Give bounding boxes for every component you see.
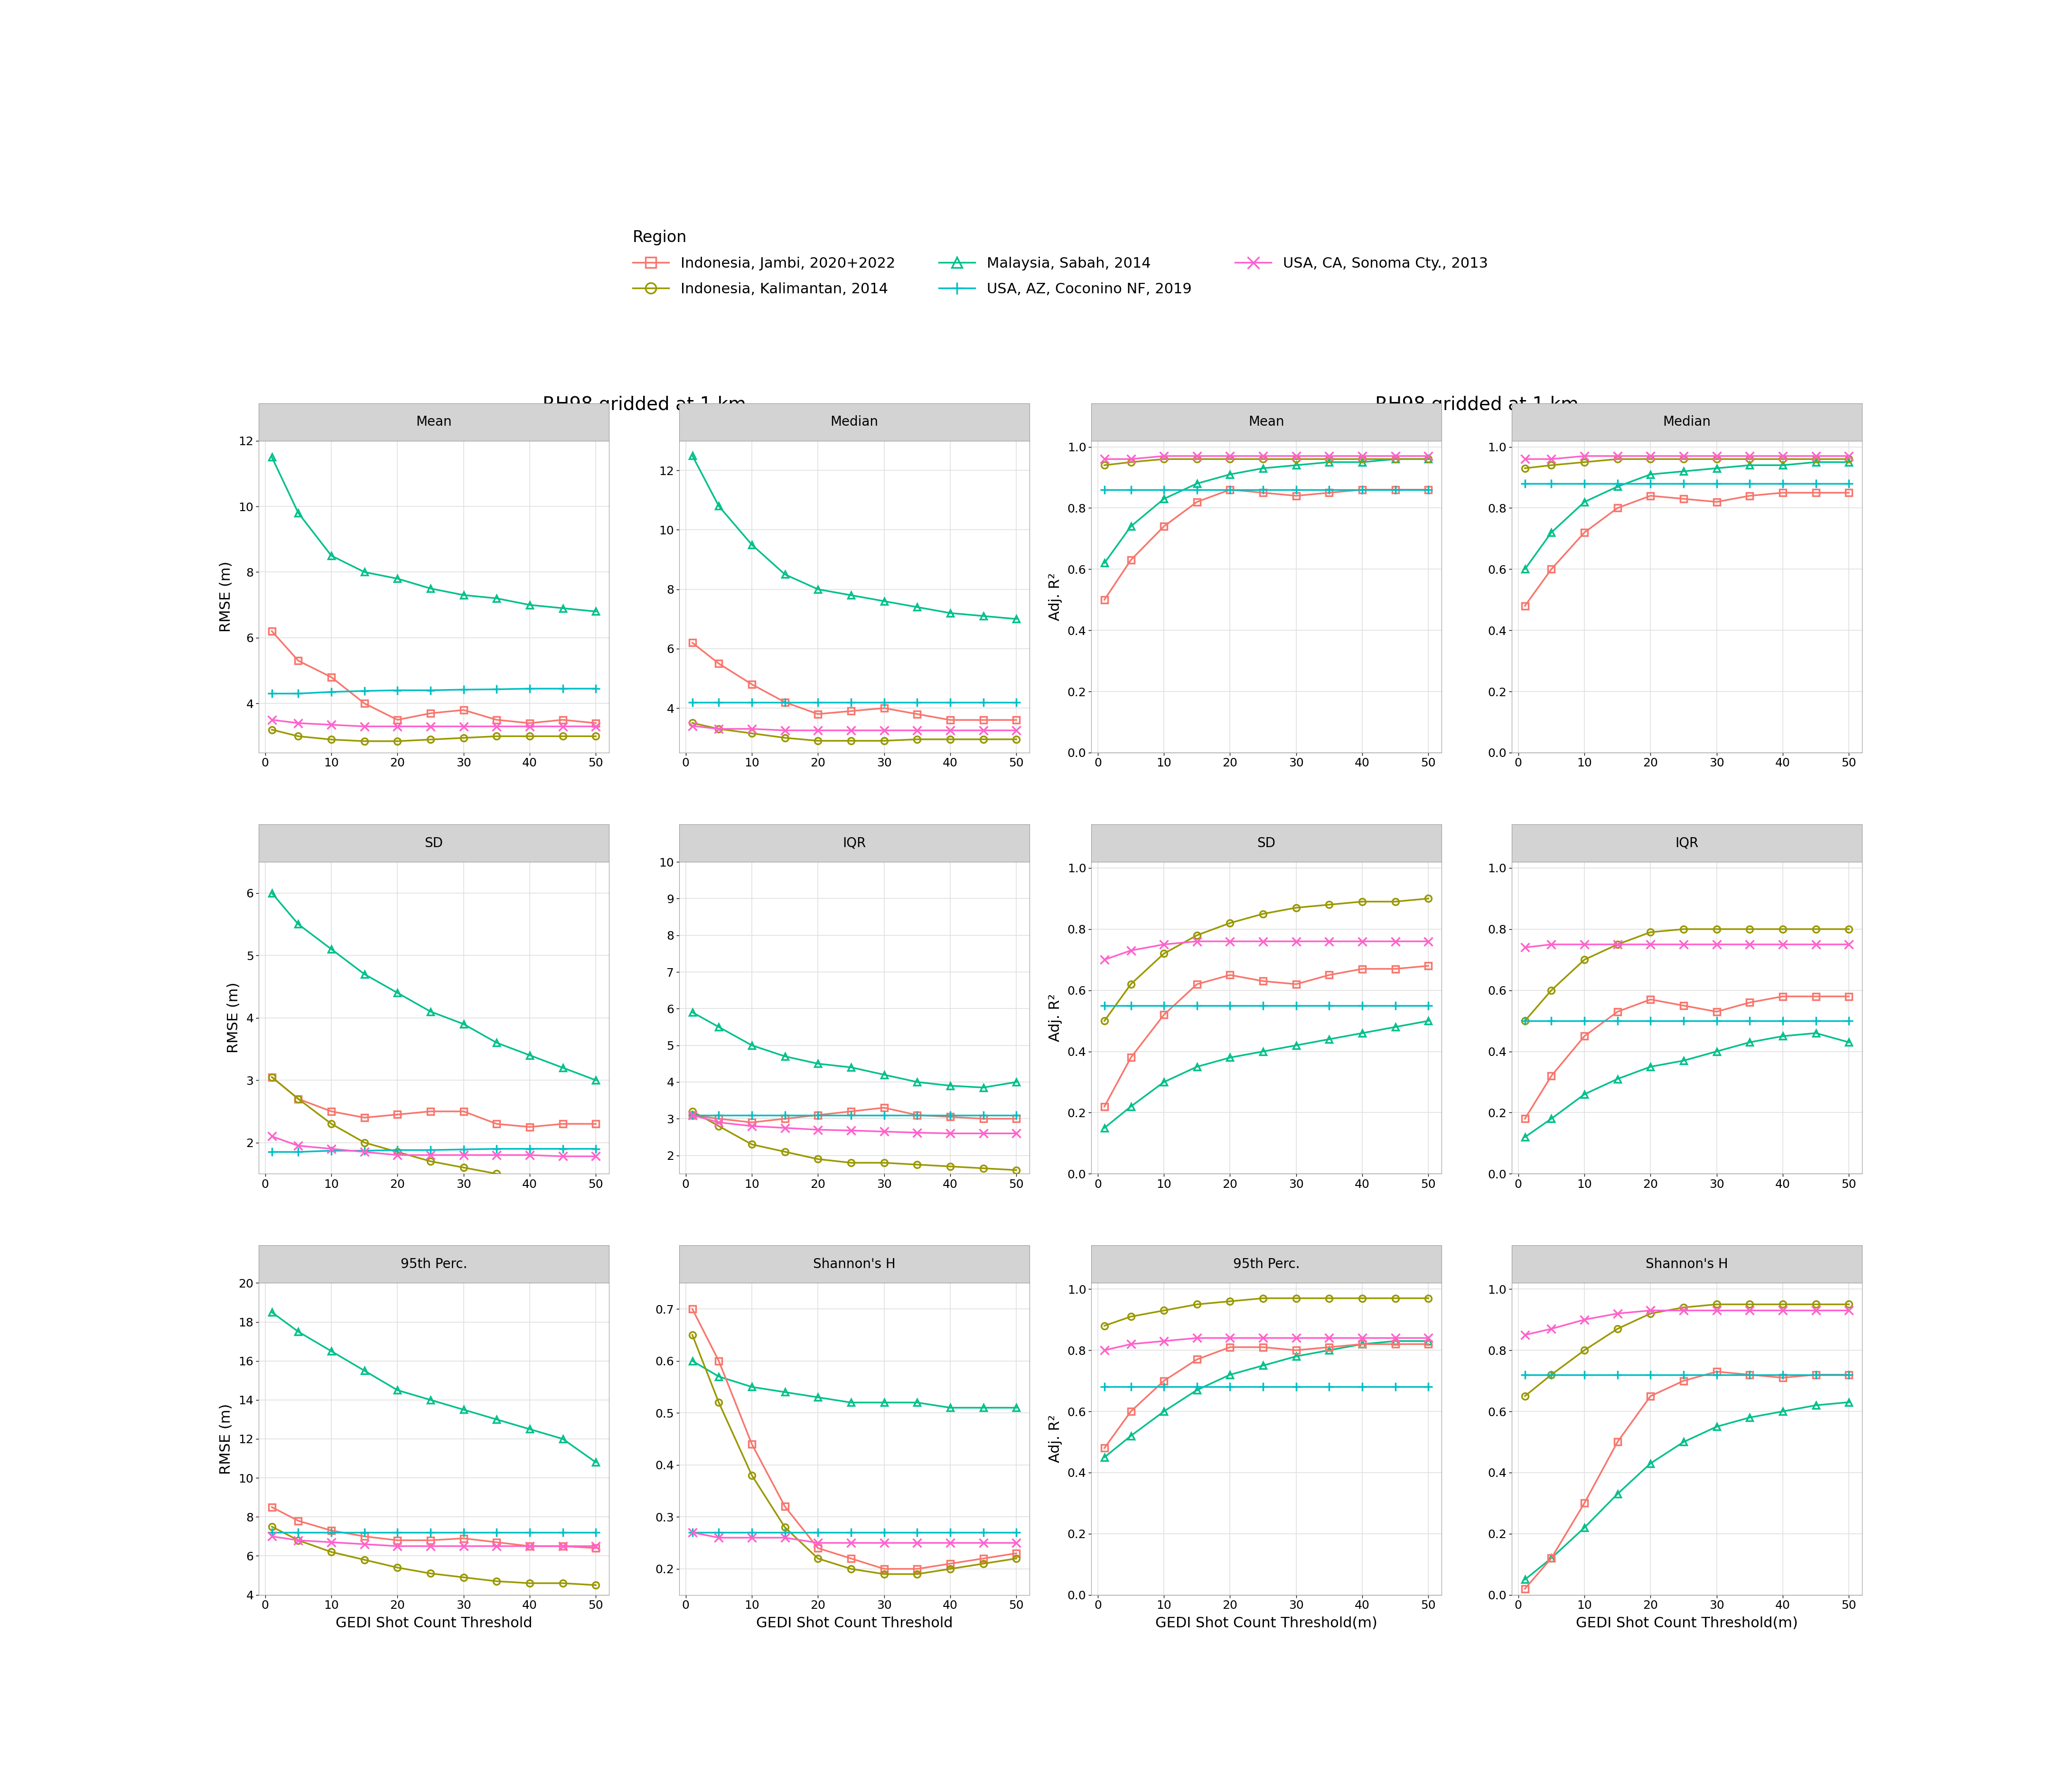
Y-axis label: RMSE (m): RMSE (m) bbox=[219, 561, 234, 633]
X-axis label: GEDI Shot Count Threshold: GEDI Shot Count Threshold bbox=[755, 1616, 952, 1631]
Y-axis label: Adj. R²: Adj. R² bbox=[1049, 573, 1061, 620]
Y-axis label: RMSE (m): RMSE (m) bbox=[228, 982, 240, 1054]
Text: RH98 gridded at 1 km: RH98 gridded at 1 km bbox=[1376, 396, 1579, 414]
Y-axis label: Adj. R²: Adj. R² bbox=[1049, 995, 1061, 1041]
X-axis label: GEDI Shot Count Threshold: GEDI Shot Count Threshold bbox=[335, 1616, 532, 1631]
Y-axis label: RMSE (m): RMSE (m) bbox=[219, 1403, 234, 1475]
X-axis label: GEDI Shot Count Threshold(m): GEDI Shot Count Threshold(m) bbox=[1577, 1616, 1798, 1631]
Y-axis label: Adj. R²: Adj. R² bbox=[1049, 1416, 1061, 1462]
Legend: Indonesia, Jambi, 2020+2022, Indonesia, Kalimantan, 2014, Malaysia, Sabah, 2014,: Indonesia, Jambi, 2020+2022, Indonesia, … bbox=[625, 222, 1496, 303]
Text: RH98 gridded at 1 km: RH98 gridded at 1 km bbox=[542, 396, 745, 414]
X-axis label: GEDI Shot Count Threshold(m): GEDI Shot Count Threshold(m) bbox=[1155, 1616, 1378, 1631]
